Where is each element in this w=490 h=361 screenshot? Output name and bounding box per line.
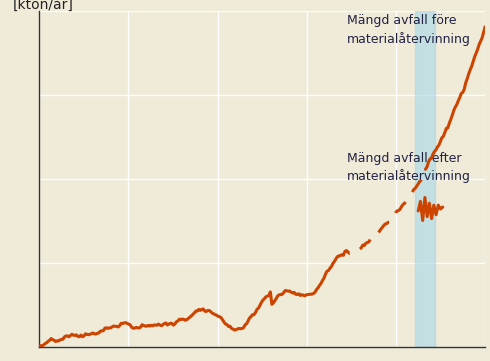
Text: [kton/år]: [kton/år]: [12, 0, 74, 13]
Bar: [415, 11, 435, 347]
Text: Mängd avfall före
materialåtervinning: Mängd avfall före materialåtervinning: [347, 14, 471, 45]
Text: Mängd avfall efter
materialåtervinning: Mängd avfall efter materialåtervinning: [347, 152, 471, 183]
